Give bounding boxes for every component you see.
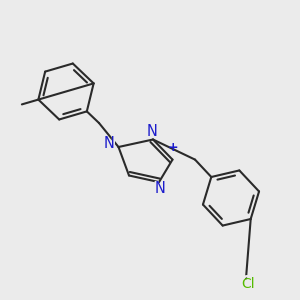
Text: N: N xyxy=(147,124,158,140)
Text: N: N xyxy=(145,123,159,141)
Text: Cl: Cl xyxy=(239,274,257,292)
Text: N: N xyxy=(102,135,116,153)
Text: Cl: Cl xyxy=(242,277,255,290)
Text: N: N xyxy=(154,181,165,196)
Text: N: N xyxy=(153,180,167,198)
Text: +: + xyxy=(168,141,179,154)
Text: N: N xyxy=(103,136,114,152)
